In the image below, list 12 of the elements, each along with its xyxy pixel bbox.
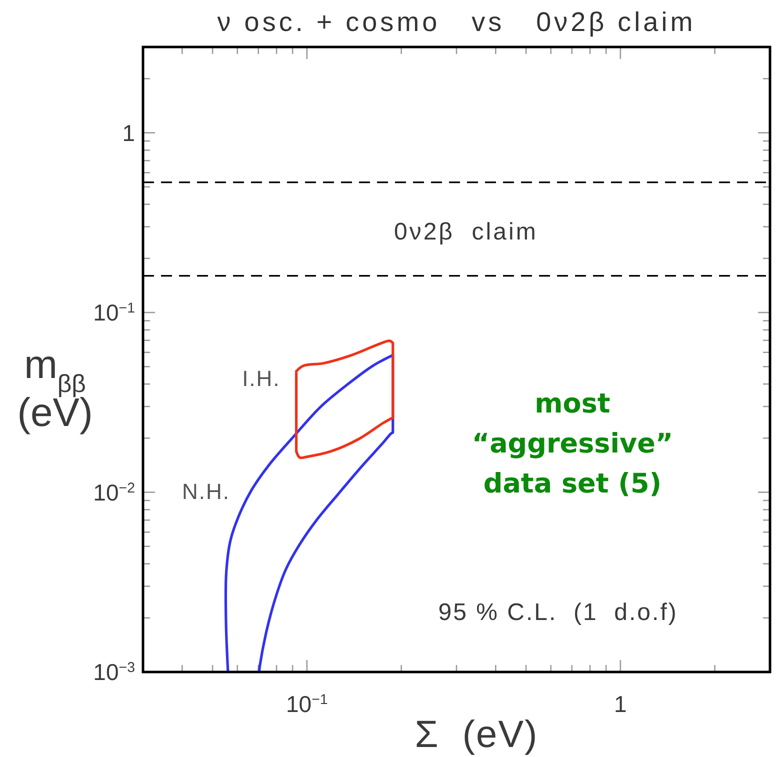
y-tick-label: 10$^{−3}$: [93, 659, 136, 685]
annotation: 95 % C.L. (1 d.o.f): [438, 599, 678, 626]
series-label: N.H.: [182, 479, 230, 504]
series-label: I.H.: [242, 366, 280, 391]
y-tick-label: 10$^{−2}$: [93, 479, 136, 506]
annotation: most “aggressive” data set (5): [472, 388, 674, 500]
y-tick-label: 1: [122, 120, 135, 146]
y-tick-label: 10$^{−1}$: [93, 300, 136, 326]
y-axis-title: m$_{ββ}$ (eV): [17, 343, 93, 435]
x-axis-title: Σ (eV): [414, 714, 538, 756]
chart-title: ν osc. + cosmo vs 0ν2β claim: [217, 7, 696, 37]
annotation: 0ν2β claim: [394, 218, 538, 246]
